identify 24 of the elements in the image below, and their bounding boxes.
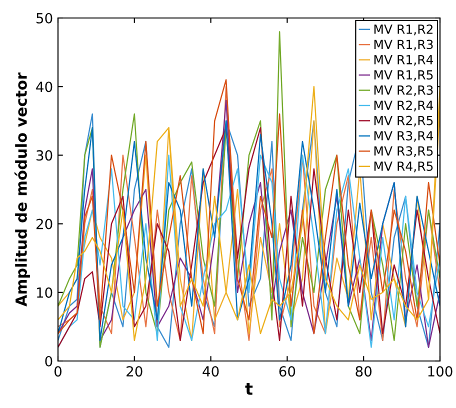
x-tick-label: 60 xyxy=(279,366,296,377)
x-tick-label: 20 xyxy=(126,366,142,377)
x-tick-label: 40 xyxy=(202,366,219,377)
legend-label: MV R1,R5 xyxy=(374,70,433,81)
y-axis-title: Amplitud de módulo vector xyxy=(14,72,30,307)
legend-label: MV R3,R4 xyxy=(374,131,434,142)
legend-label: MV R2,R5 xyxy=(374,116,433,127)
x-axis-title: t xyxy=(245,383,253,395)
y-tick-label: 30 xyxy=(36,150,52,161)
x-tick-label: 0 xyxy=(54,366,62,377)
y-tick-label: 50 xyxy=(36,12,52,24)
x-tick-label: 100 xyxy=(428,366,452,377)
y-tick-label: 0 xyxy=(45,356,52,366)
y-tick-label: 40 xyxy=(36,82,52,92)
legend-label: MV R1,R4 xyxy=(374,55,434,66)
y-tick-label: 10 xyxy=(36,287,52,298)
legend-label: MV R4,R5 xyxy=(374,162,433,172)
legend-label: MV R1,R2 xyxy=(374,24,432,36)
legend-label: MV R2,R3 xyxy=(374,85,433,96)
legend-label: MV R1,R3 xyxy=(374,40,433,50)
y-tick-label: 20 xyxy=(36,218,52,230)
x-tick-label: 80 xyxy=(356,366,372,377)
legend-label: MV R3,R5 xyxy=(374,146,433,157)
legend-label: MV R2,R4 xyxy=(374,100,434,112)
